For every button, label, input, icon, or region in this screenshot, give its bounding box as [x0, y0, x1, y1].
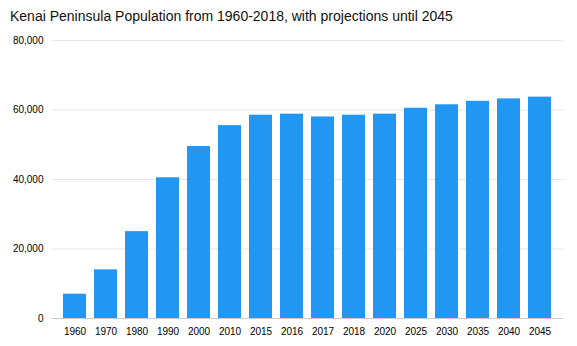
- svg-text:2030: 2030: [436, 326, 459, 337]
- svg-text:2020: 2020: [374, 326, 397, 337]
- svg-text:2010: 2010: [219, 326, 242, 337]
- svg-text:80,000: 80,000: [13, 35, 44, 46]
- svg-text:1970: 1970: [95, 326, 118, 337]
- svg-text:40,000: 40,000: [13, 174, 44, 185]
- svg-text:2015: 2015: [250, 326, 273, 337]
- svg-text:1990: 1990: [157, 326, 180, 337]
- svg-text:2000: 2000: [188, 326, 211, 337]
- svg-text:1980: 1980: [126, 326, 149, 337]
- svg-text:2045: 2045: [529, 326, 552, 337]
- html-text:Kenai Peninsula Population fro: Kenai Peninsula Population from 1960-201…: [10, 8, 453, 24]
- svg-text:1960: 1960: [64, 326, 87, 337]
- svg-text:0: 0: [38, 313, 44, 324]
- svg-text:2016: 2016: [281, 326, 304, 337]
- svg-text:2025: 2025: [405, 326, 428, 337]
- svg-text:2040: 2040: [498, 326, 521, 337]
- svg-text:2035: 2035: [467, 326, 490, 337]
- svg-text:20,000: 20,000: [13, 243, 44, 254]
- svg-text:2017: 2017: [312, 326, 335, 337]
- svg-text:2018: 2018: [343, 326, 366, 337]
- svg-text:60,000: 60,000: [13, 104, 44, 115]
